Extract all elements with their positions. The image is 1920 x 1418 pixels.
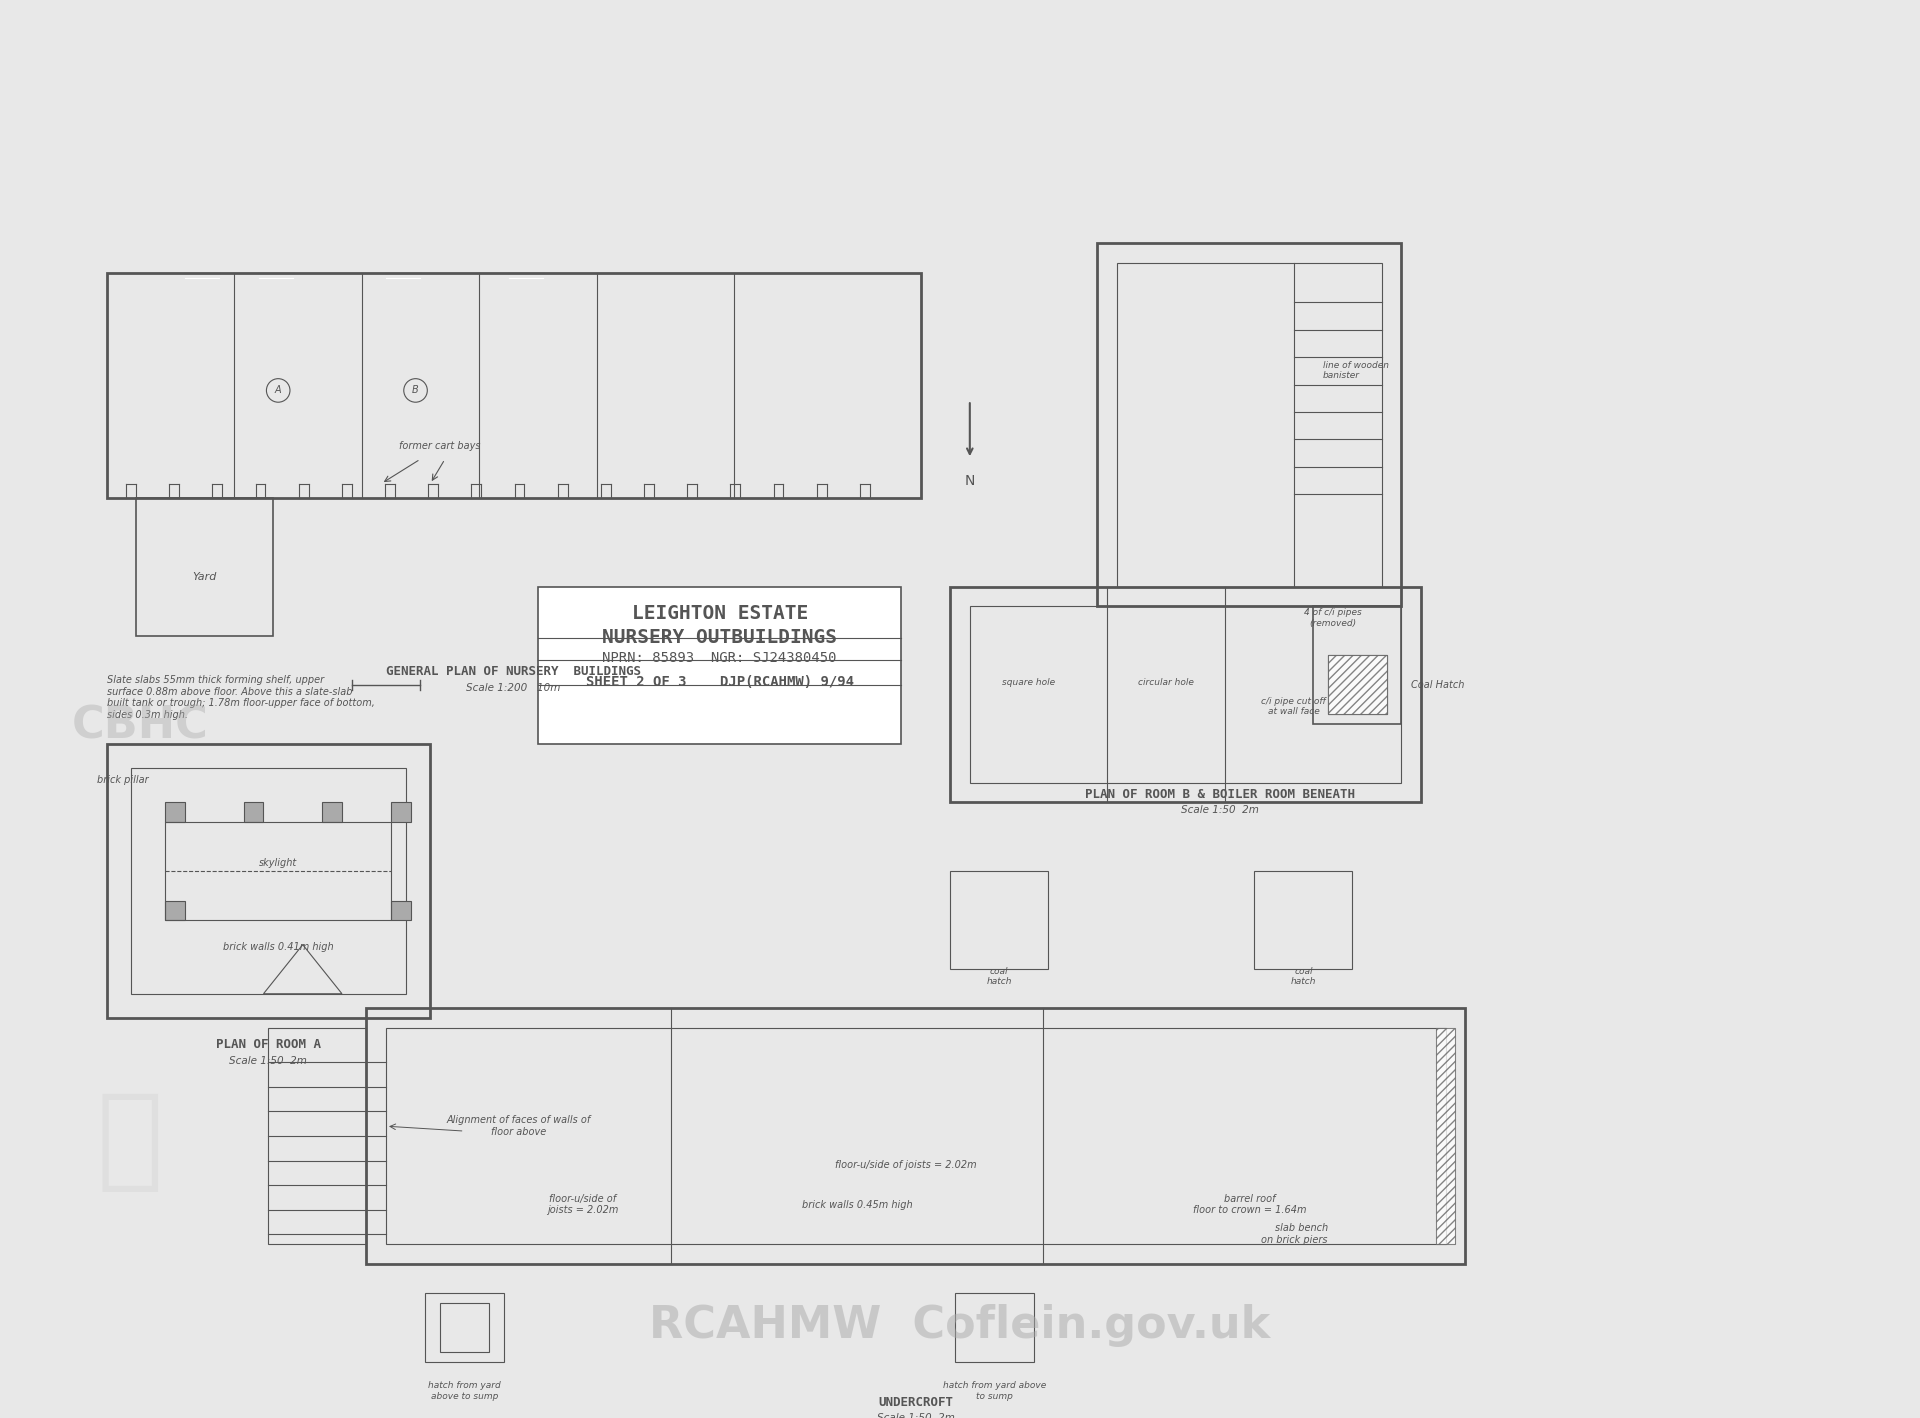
Bar (165, 900, 184, 920)
Bar (392, 900, 411, 920)
Text: Scale 1:50  2m: Scale 1:50 2m (877, 1412, 954, 1418)
Bar (244, 803, 263, 822)
Text: brick walls 0.41m high: brick walls 0.41m high (223, 942, 334, 951)
Text: PLAN OF ROOM B & BOILER ROOM BENEATH: PLAN OF ROOM B & BOILER ROOM BENEATH (1085, 788, 1356, 801)
Bar (386, 1028, 1446, 1244)
Text: Alignment of faces of walls of
floor above: Alignment of faces of walls of floor abo… (447, 1116, 591, 1137)
Bar (269, 1028, 367, 1244)
Text: coal
hatch: coal hatch (1290, 967, 1315, 986)
Text: brick walls 0.45m high: brick walls 0.45m high (803, 1200, 912, 1210)
Text: Slate slabs 55mm thick forming shelf, upper
surface 0.88m above floor. Above thi: Slate slabs 55mm thick forming shelf, up… (106, 675, 374, 720)
Bar (323, 803, 342, 822)
Bar (1313, 607, 1402, 725)
Text: brick pillar: brick pillar (96, 774, 148, 784)
Text: hatch from yard
above to sump: hatch from yard above to sump (428, 1381, 501, 1401)
Text: RCAHMW  Coflein.gov.uk: RCAHMW Coflein.gov.uk (649, 1305, 1271, 1347)
Bar (1117, 262, 1382, 587)
Text: Scale 1:200   10m: Scale 1:200 10m (467, 683, 561, 693)
Text: LEIGHTON ESTATE: LEIGHTON ESTATE (632, 604, 808, 624)
Text: Coal Hatch: Coal Hatch (1411, 679, 1465, 689)
Text: SHEET 2 OF 3    DJP(RCAHMW) 9/94: SHEET 2 OF 3 DJP(RCAHMW) 9/94 (586, 675, 854, 689)
Text: B: B (413, 386, 419, 396)
Text: PLAN OF ROOM A: PLAN OF ROOM A (215, 1038, 321, 1051)
Bar (131, 769, 405, 994)
Bar (954, 1293, 1033, 1361)
Bar (1329, 655, 1386, 715)
Text: former cart bays: former cart bays (399, 441, 480, 451)
Bar (106, 272, 922, 498)
Bar (1436, 1028, 1455, 1244)
Bar (970, 607, 1402, 783)
Text: slab bench
on brick piers: slab bench on brick piers (1261, 1224, 1329, 1245)
Text: N: N (964, 474, 975, 488)
Text: floor-u/side of
joists = 2.02m: floor-u/side of joists = 2.02m (547, 1194, 618, 1215)
Text: CBHC: CBHC (73, 705, 209, 747)
Bar (950, 871, 1048, 970)
Bar (392, 803, 411, 822)
Bar (367, 1008, 1465, 1263)
Text: A: A (275, 386, 282, 396)
Text: square hole: square hole (1002, 678, 1056, 686)
Bar (165, 822, 392, 920)
Bar (538, 587, 900, 743)
Bar (165, 803, 184, 822)
Text: NURSERY OUTBUILDINGS: NURSERY OUTBUILDINGS (603, 628, 837, 647)
Bar (1254, 871, 1352, 970)
Bar (426, 1293, 503, 1361)
Text: barrel roof
floor to crown = 1.64m: barrel roof floor to crown = 1.64m (1192, 1194, 1306, 1215)
Text: 4 of c/i pipes
(removed): 4 of c/i pipes (removed) (1304, 608, 1361, 628)
Text: Scale 1:50  2m: Scale 1:50 2m (1181, 805, 1260, 815)
Text: skylight: skylight (259, 858, 298, 868)
Bar (1098, 244, 1402, 607)
Bar (106, 743, 430, 1018)
Bar (136, 498, 273, 635)
Text: circular hole: circular hole (1139, 678, 1194, 686)
Text: c/i pipe cut off
at wall face: c/i pipe cut off at wall face (1261, 696, 1327, 716)
Text: UNDERCROFT: UNDERCROFT (877, 1395, 954, 1409)
Text: coal
hatch: coal hatch (987, 967, 1012, 986)
Text: 🐉: 🐉 (96, 1088, 163, 1195)
Text: hatch from yard above
to sump: hatch from yard above to sump (943, 1381, 1046, 1401)
Text: Yard: Yard (192, 571, 217, 581)
Text: GENERAL PLAN OF NURSERY  BUILDINGS: GENERAL PLAN OF NURSERY BUILDINGS (386, 665, 641, 678)
Bar (950, 587, 1421, 803)
Bar (1329, 655, 1386, 715)
Bar (440, 1303, 490, 1351)
Text: NPRN: 85893  NGR: SJ24380450: NPRN: 85893 NGR: SJ24380450 (603, 651, 837, 665)
Text: Scale 1:50  2m: Scale 1:50 2m (230, 1055, 307, 1065)
Text: floor-u/side of joists = 2.02m: floor-u/side of joists = 2.02m (835, 1160, 977, 1170)
Text: line of wooden
banister: line of wooden banister (1323, 362, 1388, 380)
